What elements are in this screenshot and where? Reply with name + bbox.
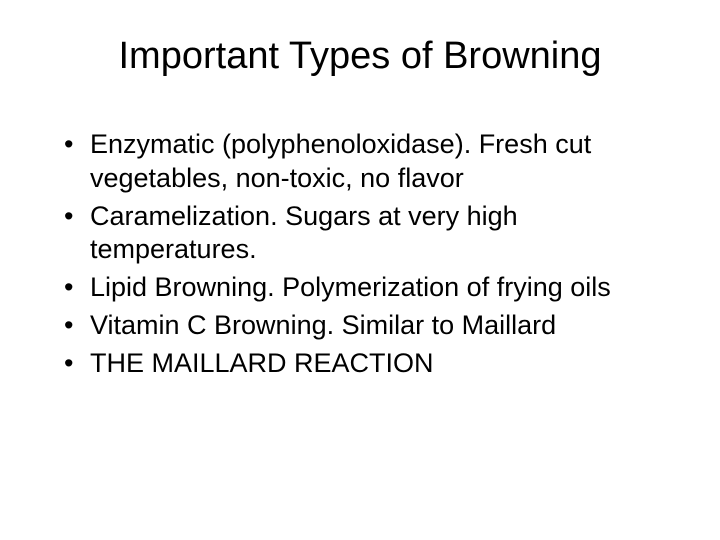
list-item: Enzymatic (polyphenoloxidase). Fresh cut… (60, 128, 670, 196)
list-item: Vitamin C Browning. Similar to Maillard (60, 309, 670, 343)
list-item: Caramelization. Sugars at very high temp… (60, 200, 670, 268)
list-item: Lipid Browning. Polymerization of frying… (60, 271, 670, 305)
bullet-list: Enzymatic (polyphenoloxidase). Fresh cut… (50, 128, 670, 380)
slide-title: Important Types of Browning (50, 35, 670, 78)
list-item: THE MAILLARD REACTION (60, 347, 670, 381)
